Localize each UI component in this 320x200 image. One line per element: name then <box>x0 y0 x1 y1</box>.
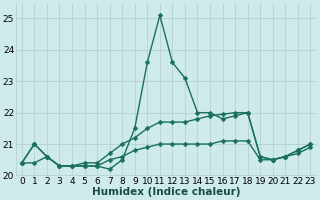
X-axis label: Humidex (Indice chaleur): Humidex (Indice chaleur) <box>92 187 240 197</box>
